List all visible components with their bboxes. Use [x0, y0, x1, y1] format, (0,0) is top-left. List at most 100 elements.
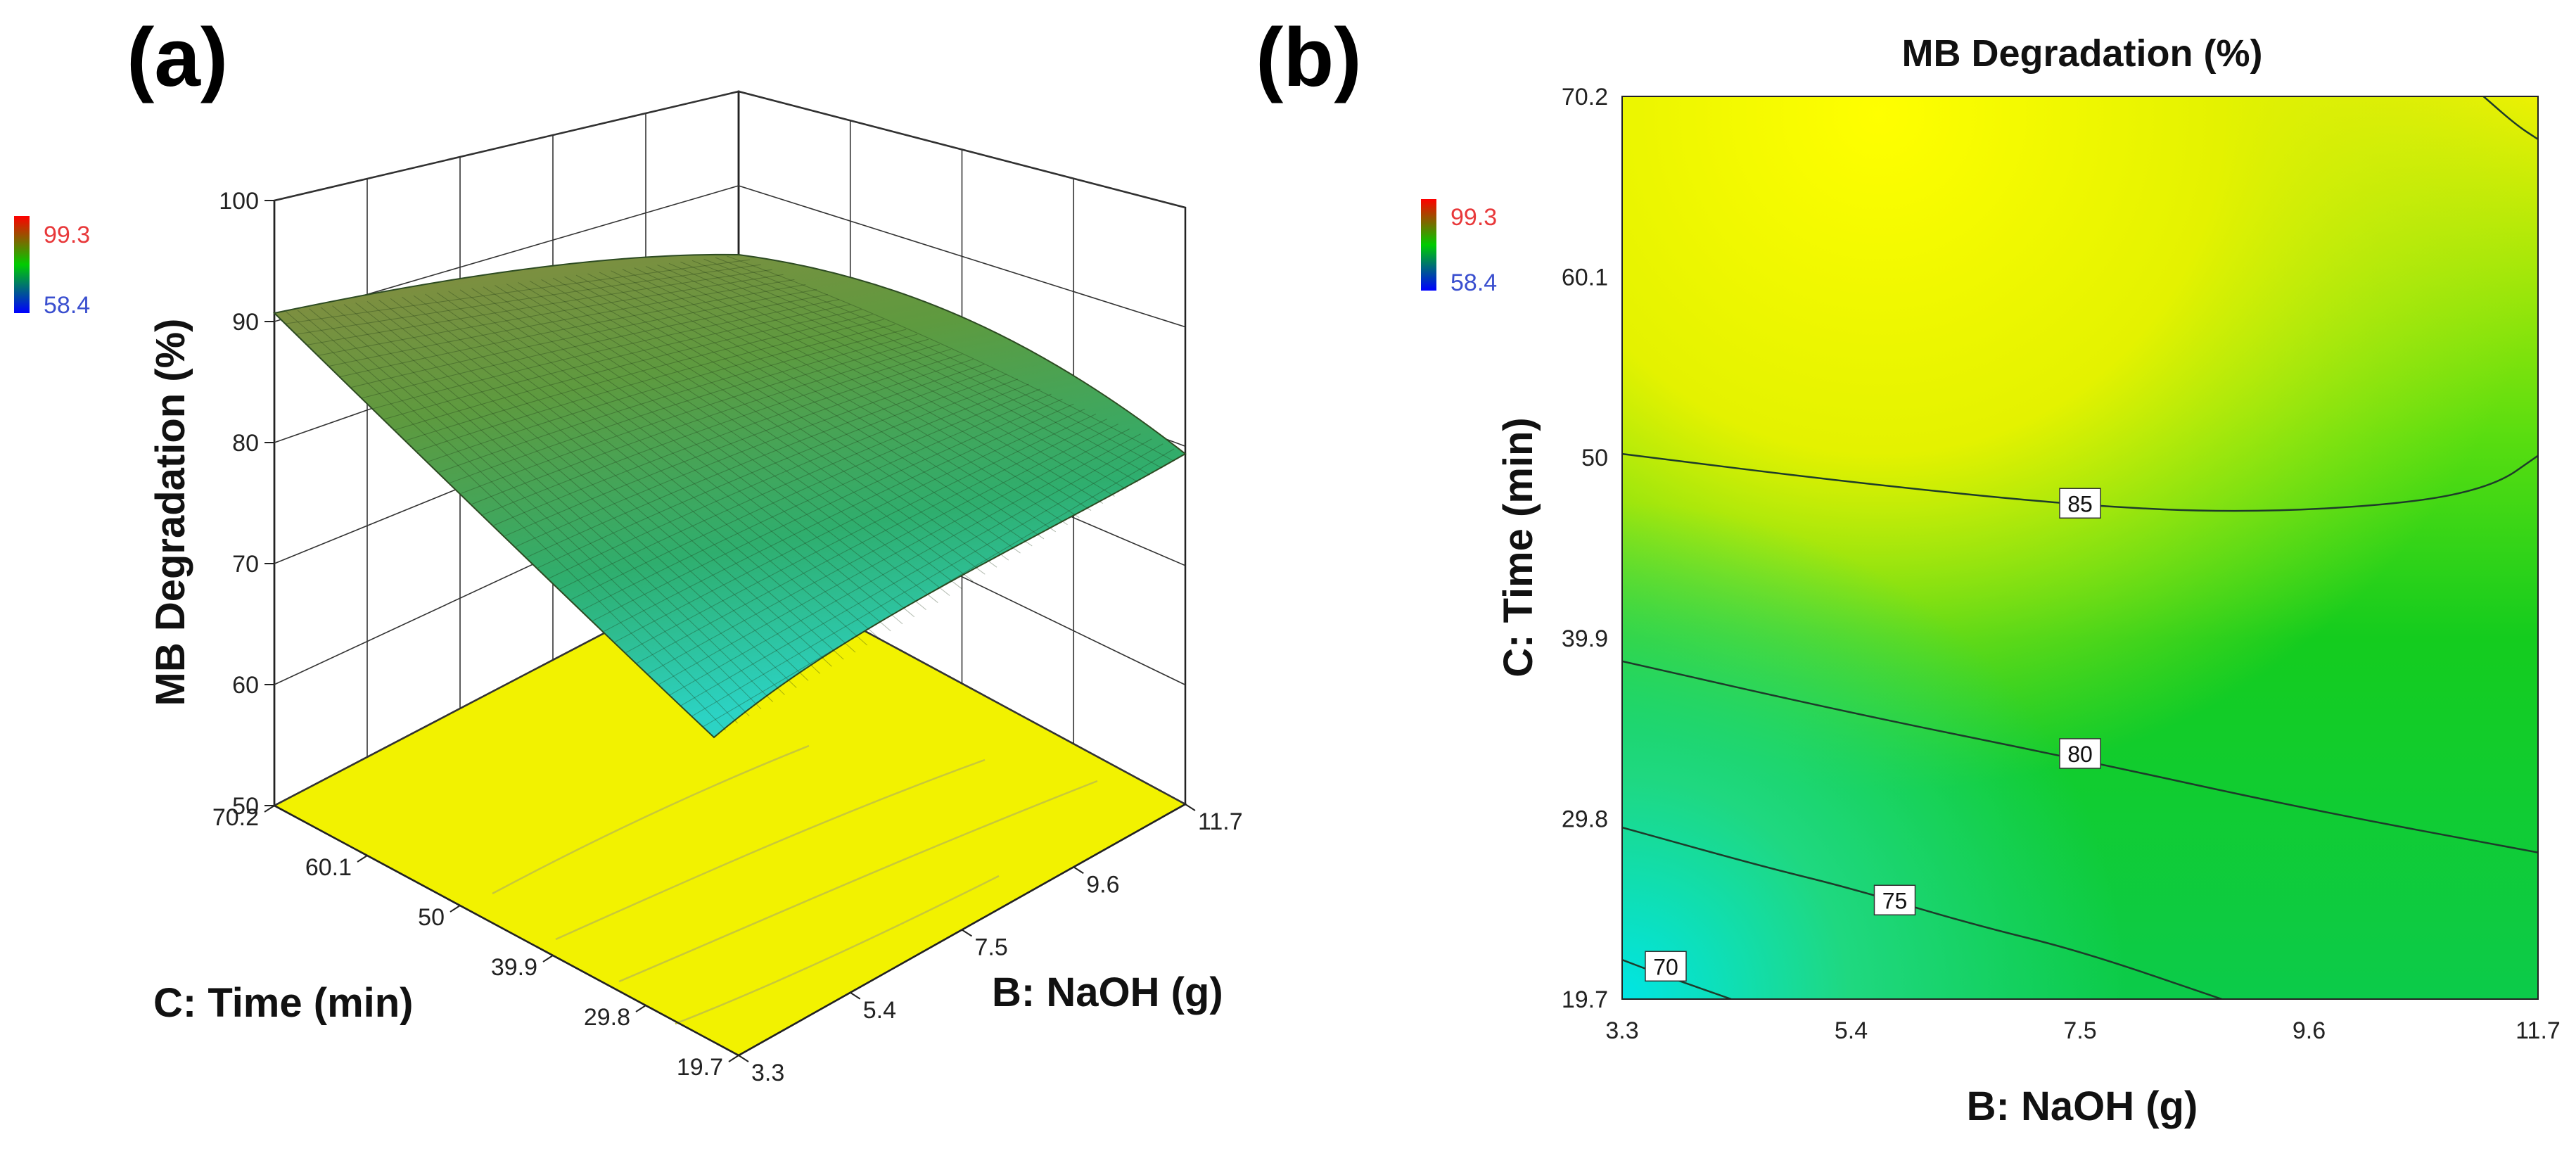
mesh-line — [373, 299, 839, 409]
contour-cyan-region — [1622, 96, 2538, 999]
time-tick-label: 19.7 — [677, 1054, 723, 1081]
mesh-line — [494, 354, 962, 526]
mesh-line — [402, 296, 844, 660]
mesh-line — [516, 364, 985, 547]
mesh-line — [428, 324, 895, 462]
contour-y-tick-label: 60.1 — [1562, 265, 1608, 291]
z-tick-label: 60 — [232, 672, 259, 699]
time-tick-mark — [264, 805, 275, 813]
contour-y-tick-label: 39.9 — [1562, 625, 1608, 652]
naoh-tick-mark — [961, 929, 973, 937]
contour-label-85: 85 — [2067, 491, 2093, 516]
panel-b-label: (b) — [1256, 11, 1362, 104]
contour-field — [1622, 96, 2538, 999]
floor-contour-3 — [618, 780, 1098, 983]
surface-mesh — [272, 253, 1187, 739]
contour-y-ticks: 70.2 60.1 50 39.9 29.8 19.7 — [1562, 84, 1608, 1013]
mesh-line — [362, 294, 829, 399]
time-tick-label: 50 — [418, 904, 445, 931]
mesh-line — [680, 438, 1152, 706]
mesh-line — [657, 265, 1104, 504]
contour-lines — [1622, 96, 2538, 999]
mesh-line — [340, 284, 806, 377]
mesh-line — [527, 369, 996, 558]
floor-contour-4 — [675, 875, 1000, 1025]
mesh-line — [727, 255, 1174, 462]
panel-a: (a) 99.3 58.4 — [14, 11, 1243, 1086]
mesh-line — [599, 272, 1045, 540]
legend-b-min-label: 58.4 — [1450, 269, 1497, 296]
mesh-line — [691, 443, 1163, 717]
z-axis-title: MB Degradation (%) — [148, 319, 193, 706]
mesh-line — [307, 269, 772, 345]
contour-line-85 — [1622, 452, 2538, 512]
surface-mesh-lines — [285, 255, 1175, 731]
time-axis-ticks: 70.2 60.1 50 39.9 29.8 19.7 — [212, 804, 739, 1081]
mesh-line — [518, 281, 962, 589]
mesh-line — [332, 305, 774, 702]
mesh-line — [318, 274, 784, 356]
mesh-line — [668, 262, 1115, 497]
contour-label-box — [1645, 951, 1687, 982]
time-tick-label: 39.9 — [491, 954, 537, 981]
mesh-line — [390, 298, 832, 667]
mesh-line — [648, 424, 1118, 674]
z-gridline — [274, 185, 1186, 328]
mesh-line — [537, 374, 1007, 569]
time-tick-label: 70.2 — [212, 804, 259, 831]
mesh-line — [611, 270, 1057, 533]
legend-a: 99.3 58.4 — [14, 216, 90, 319]
mesh-line — [461, 338, 929, 494]
naoh-tick-label: 11.7 — [1198, 808, 1243, 835]
mesh-line — [285, 259, 750, 324]
mesh-line — [378, 299, 821, 674]
mesh-line — [343, 304, 785, 695]
mesh-line — [582, 393, 1052, 611]
contour-x-ticks: 3.3 5.4 7.5 9.6 11.7 — [1605, 1017, 2560, 1044]
mesh-line — [406, 314, 873, 441]
time-tick-label: 60.1 — [305, 854, 352, 881]
contour-x-tick-label: 11.7 — [2516, 1017, 2561, 1044]
naoh-tick-mark — [738, 1055, 749, 1062]
mesh-line — [615, 408, 1085, 642]
time-tick-mark — [542, 955, 554, 963]
mesh-line — [471, 288, 915, 618]
time-axis-title: C: Time (min) — [153, 980, 414, 1026]
mesh-line — [564, 276, 1009, 561]
z-tick-label: 90 — [232, 309, 259, 336]
contour-y-tick-label: 70.2 — [1562, 84, 1608, 110]
mesh-line — [448, 291, 891, 632]
time-tick-label: 29.8 — [584, 1004, 630, 1031]
mesh-line — [459, 289, 903, 625]
mesh-line — [549, 379, 1019, 579]
contour-x-tick-label: 9.6 — [2293, 1017, 2326, 1044]
mesh-line — [658, 428, 1130, 685]
contour-y-tick-label: 19.7 — [1562, 986, 1608, 1013]
mesh-line — [715, 257, 1162, 469]
contour-title: MB Degradation (%) — [1902, 32, 2263, 75]
contour-y-tick-label: 29.8 — [1562, 806, 1608, 832]
naoh-tick-mark — [1185, 804, 1196, 811]
time-tick-mark — [728, 1055, 739, 1062]
mesh-line — [552, 277, 997, 568]
contour-label-box — [2059, 738, 2101, 769]
mesh-line — [670, 433, 1141, 696]
z-tick-label: 80 — [232, 430, 259, 457]
z-axis-ticks: 100 90 80 70 60 50 — [219, 188, 274, 820]
mesh-line — [575, 274, 1021, 554]
mesh-line — [297, 310, 738, 724]
naoh-axis-title: B: NaOH (g) — [992, 970, 1223, 1015]
mesh-line — [384, 304, 850, 420]
time-tick-mark — [449, 905, 461, 913]
mesh-line — [504, 359, 974, 537]
contour-x-title: B: NaOH (g) — [1967, 1084, 2198, 1129]
time-tick-mark — [357, 855, 368, 863]
contour-line-90 — [2482, 96, 2538, 141]
legend-a-max-label: 99.3 — [44, 222, 90, 248]
mesh-line — [560, 383, 1029, 590]
z-tick-label: 100 — [219, 188, 259, 215]
mesh-line — [483, 286, 926, 611]
legend-b: 99.3 58.4 — [1421, 199, 1497, 296]
legend-a-min-label: 58.4 — [44, 292, 90, 319]
